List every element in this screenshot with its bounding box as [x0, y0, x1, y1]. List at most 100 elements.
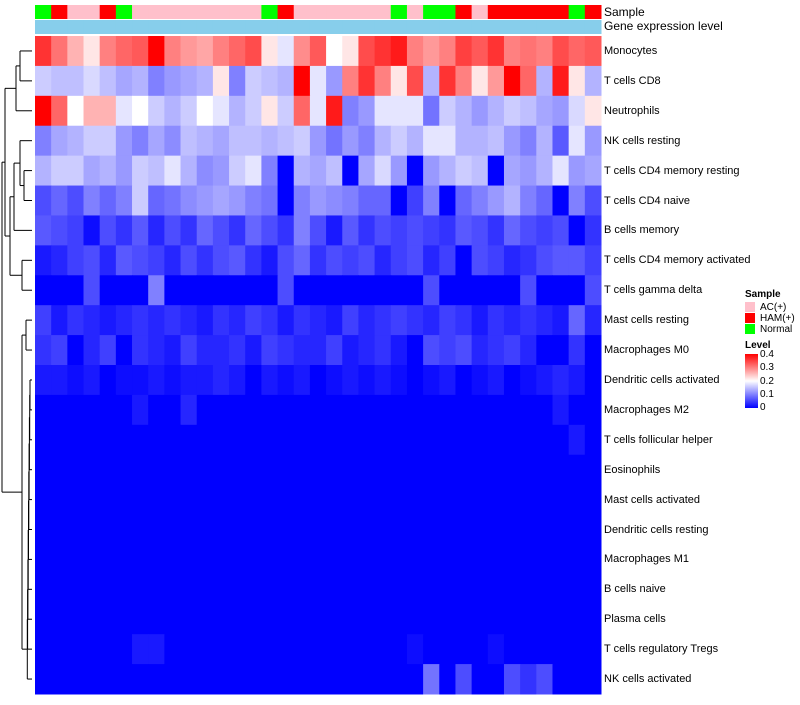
heatmap-cell	[503, 305, 521, 336]
heatmap-cell	[261, 544, 279, 575]
heatmap-cell	[374, 275, 392, 306]
heatmap-cell	[309, 245, 327, 276]
heatmap-cell	[358, 65, 376, 97]
heatmap-cell	[229, 275, 246, 306]
heatmap-cell	[115, 394, 133, 426]
heatmap-cell	[229, 245, 246, 276]
heatmap-cell	[83, 424, 101, 456]
heatmap-cell	[164, 185, 182, 216]
heatmap-cell	[536, 394, 553, 426]
heatmap-cell	[277, 245, 295, 276]
heatmap-cell	[390, 454, 408, 486]
heatmap-cell	[83, 394, 101, 426]
heatmap-cell	[503, 36, 521, 67]
heatmap-cell	[487, 365, 505, 396]
sample-annotation-cell	[180, 5, 198, 19]
heatmap-cell	[439, 394, 456, 426]
gene-expression-annotation-cell	[293, 20, 311, 34]
heatmap-cell	[35, 245, 52, 276]
heatmap-cell	[132, 335, 149, 366]
heatmap-cell	[99, 65, 117, 97]
heatmap-cell	[584, 275, 602, 306]
heatmap-cell	[520, 245, 537, 276]
heatmap-cell	[342, 604, 359, 635]
heatmap-cell	[455, 245, 473, 276]
heatmap-cell	[326, 335, 343, 366]
heatmap-cell	[115, 604, 133, 635]
row-label: T cells regulatory Tregs	[604, 643, 719, 656]
heatmap-cell	[277, 664, 295, 695]
heatmap-cell	[115, 514, 133, 545]
heatmap-cell	[164, 424, 182, 456]
heatmap-cell	[67, 424, 85, 456]
heatmap-cell	[487, 36, 505, 67]
heatmap-cell	[423, 394, 440, 426]
heatmap-cell	[552, 125, 570, 157]
heatmap-cell	[164, 604, 182, 635]
gene-expression-annotation-cell	[471, 20, 489, 34]
heatmap-cell	[180, 275, 198, 306]
heatmap-cell	[245, 574, 262, 605]
heatmap-cell	[374, 36, 392, 67]
heatmap-cell	[406, 305, 424, 336]
heatmap-cell	[342, 65, 359, 97]
heatmap-cell	[35, 305, 52, 336]
heatmap-cell	[487, 514, 505, 545]
heatmap-cell	[132, 365, 149, 396]
heatmap-cell	[83, 125, 101, 157]
heatmap-cell	[455, 394, 473, 426]
heatmap-cell	[212, 95, 230, 127]
heatmap-cell	[536, 215, 553, 246]
heatmap-cell	[374, 634, 392, 665]
heatmap-cell	[374, 604, 392, 635]
heatmap-cell	[584, 335, 602, 366]
heatmap-cell	[471, 544, 489, 575]
heatmap-cell	[83, 604, 101, 635]
row-dendrogram	[1, 50, 32, 680]
heatmap-cell	[99, 394, 117, 426]
heatmap-cell	[261, 65, 279, 97]
heatmap-cell	[455, 275, 473, 306]
heatmap-cell	[148, 424, 165, 456]
sample-legend-swatch-normal	[745, 324, 755, 334]
heatmap-cell	[503, 544, 521, 575]
heatmap-cell	[584, 424, 602, 456]
heatmap-cell	[164, 634, 182, 665]
heatmap-cell	[584, 454, 602, 486]
heatmap-cell	[374, 305, 392, 336]
gene-expression-annotation-cell	[115, 20, 133, 34]
heatmap-cell	[439, 335, 456, 366]
sample-legend-label-normal: Normal	[760, 324, 793, 335]
heatmap-cell	[584, 36, 602, 67]
heatmap-cell	[99, 514, 117, 545]
heatmap-cell	[277, 544, 295, 575]
heatmap-cell	[67, 544, 85, 575]
heatmap-cell	[520, 514, 537, 545]
row-label: T cells follicular helper	[604, 433, 713, 446]
heatmap-cell	[487, 664, 505, 695]
heatmap-cell	[83, 65, 101, 97]
heatmap-cell	[67, 155, 85, 187]
heatmap-cell	[196, 305, 214, 336]
heatmap-cell	[67, 125, 85, 157]
heatmap-cell	[584, 215, 602, 246]
heatmap-cell	[520, 65, 537, 97]
heatmap-cell	[196, 125, 214, 157]
heatmap-cell	[35, 574, 52, 605]
heatmap-cell	[83, 95, 101, 127]
heatmap-cell	[536, 185, 553, 216]
level-legend-tick-0.4: 0.4	[760, 349, 774, 360]
heatmap-cell	[455, 634, 473, 665]
heatmap-cell	[406, 454, 424, 486]
heatmap-cell	[552, 365, 570, 396]
heatmap-cell	[115, 155, 133, 187]
heatmap-cell	[552, 544, 570, 575]
heatmap-cell	[423, 305, 440, 336]
heatmap-cell	[196, 185, 214, 216]
heatmap-cell	[261, 604, 279, 635]
heatmap-cell	[487, 604, 505, 635]
heatmap-cell	[229, 365, 246, 396]
heatmap-cell	[374, 454, 392, 486]
heatmap-cell	[277, 484, 295, 516]
heatmap-cell	[83, 634, 101, 665]
